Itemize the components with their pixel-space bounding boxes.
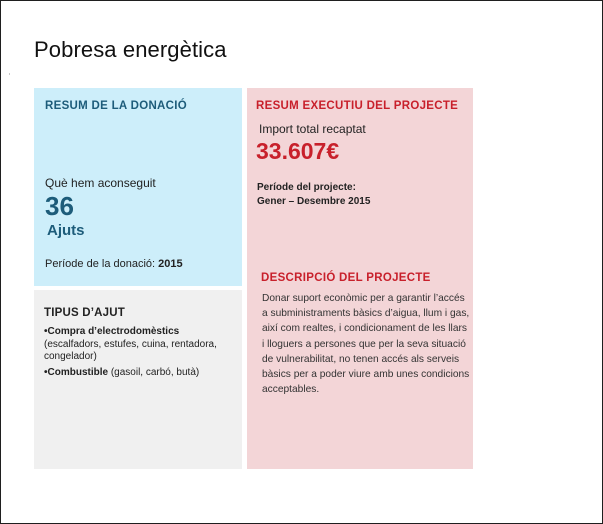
aid-item-title: •Combustible: [44, 366, 109, 378]
aid-types-panel: TIPUS D’AJUT •Compra d’electrodomèstics …: [34, 290, 242, 469]
decorative-mark: [9, 73, 10, 75]
list-item: •Combustible (gasoil, carbó, butà): [44, 367, 240, 380]
donation-summary-panel: RESUM DE LA DONACIÓ Què hem aconseguit 3…: [34, 88, 242, 286]
aid-types-list: •Compra d’electrodomèstics (escalfadors,…: [44, 326, 240, 382]
import-value: 33.607€: [256, 138, 340, 164]
achieved-unit: Ajuts: [47, 222, 85, 239]
import-label: Import total recaptat: [259, 122, 366, 136]
donation-period-value: 2015: [158, 258, 183, 270]
project-summary-heading: RESUM EXECUTIU DEL PROJECTE: [256, 100, 459, 112]
donation-period: Període de la donació: 2015: [45, 258, 183, 270]
donation-summary-heading: RESUM DE LA DONACIÓ: [45, 100, 187, 112]
achieved-value: 36: [45, 191, 74, 221]
page-title: Pobresa energètica: [34, 37, 227, 62]
achieved-label: Què hem aconseguit: [45, 176, 156, 190]
project-period-value: Gener – Desembre 2015: [257, 196, 371, 207]
project-summary-panel: RESUM EXECUTIU DEL PROJECTE Import total…: [247, 88, 473, 469]
list-item: •Compra d’electrodomèstics (escalfadors,…: [44, 326, 240, 364]
aid-item-detail: (escalfadors, estufes, cuina, rentadora,…: [44, 338, 217, 363]
project-period: Període del projecte: Gener – Desembre 2…: [257, 181, 370, 209]
project-period-label: Període del projecte:: [257, 182, 356, 193]
aid-types-heading: TIPUS D’AJUT: [44, 307, 125, 319]
aid-item-detail: (gasoil, carbó, butà): [110, 366, 200, 378]
donation-period-label: Període de la donació:: [45, 258, 156, 270]
aid-item-title: •Compra d’electrodomèstics: [44, 326, 180, 337]
project-description-text: Donar suport econòmic per a garantir l’a…: [262, 293, 470, 396]
project-description-heading: DESCRIPCIÓ DEL PROJECTE: [261, 272, 431, 284]
